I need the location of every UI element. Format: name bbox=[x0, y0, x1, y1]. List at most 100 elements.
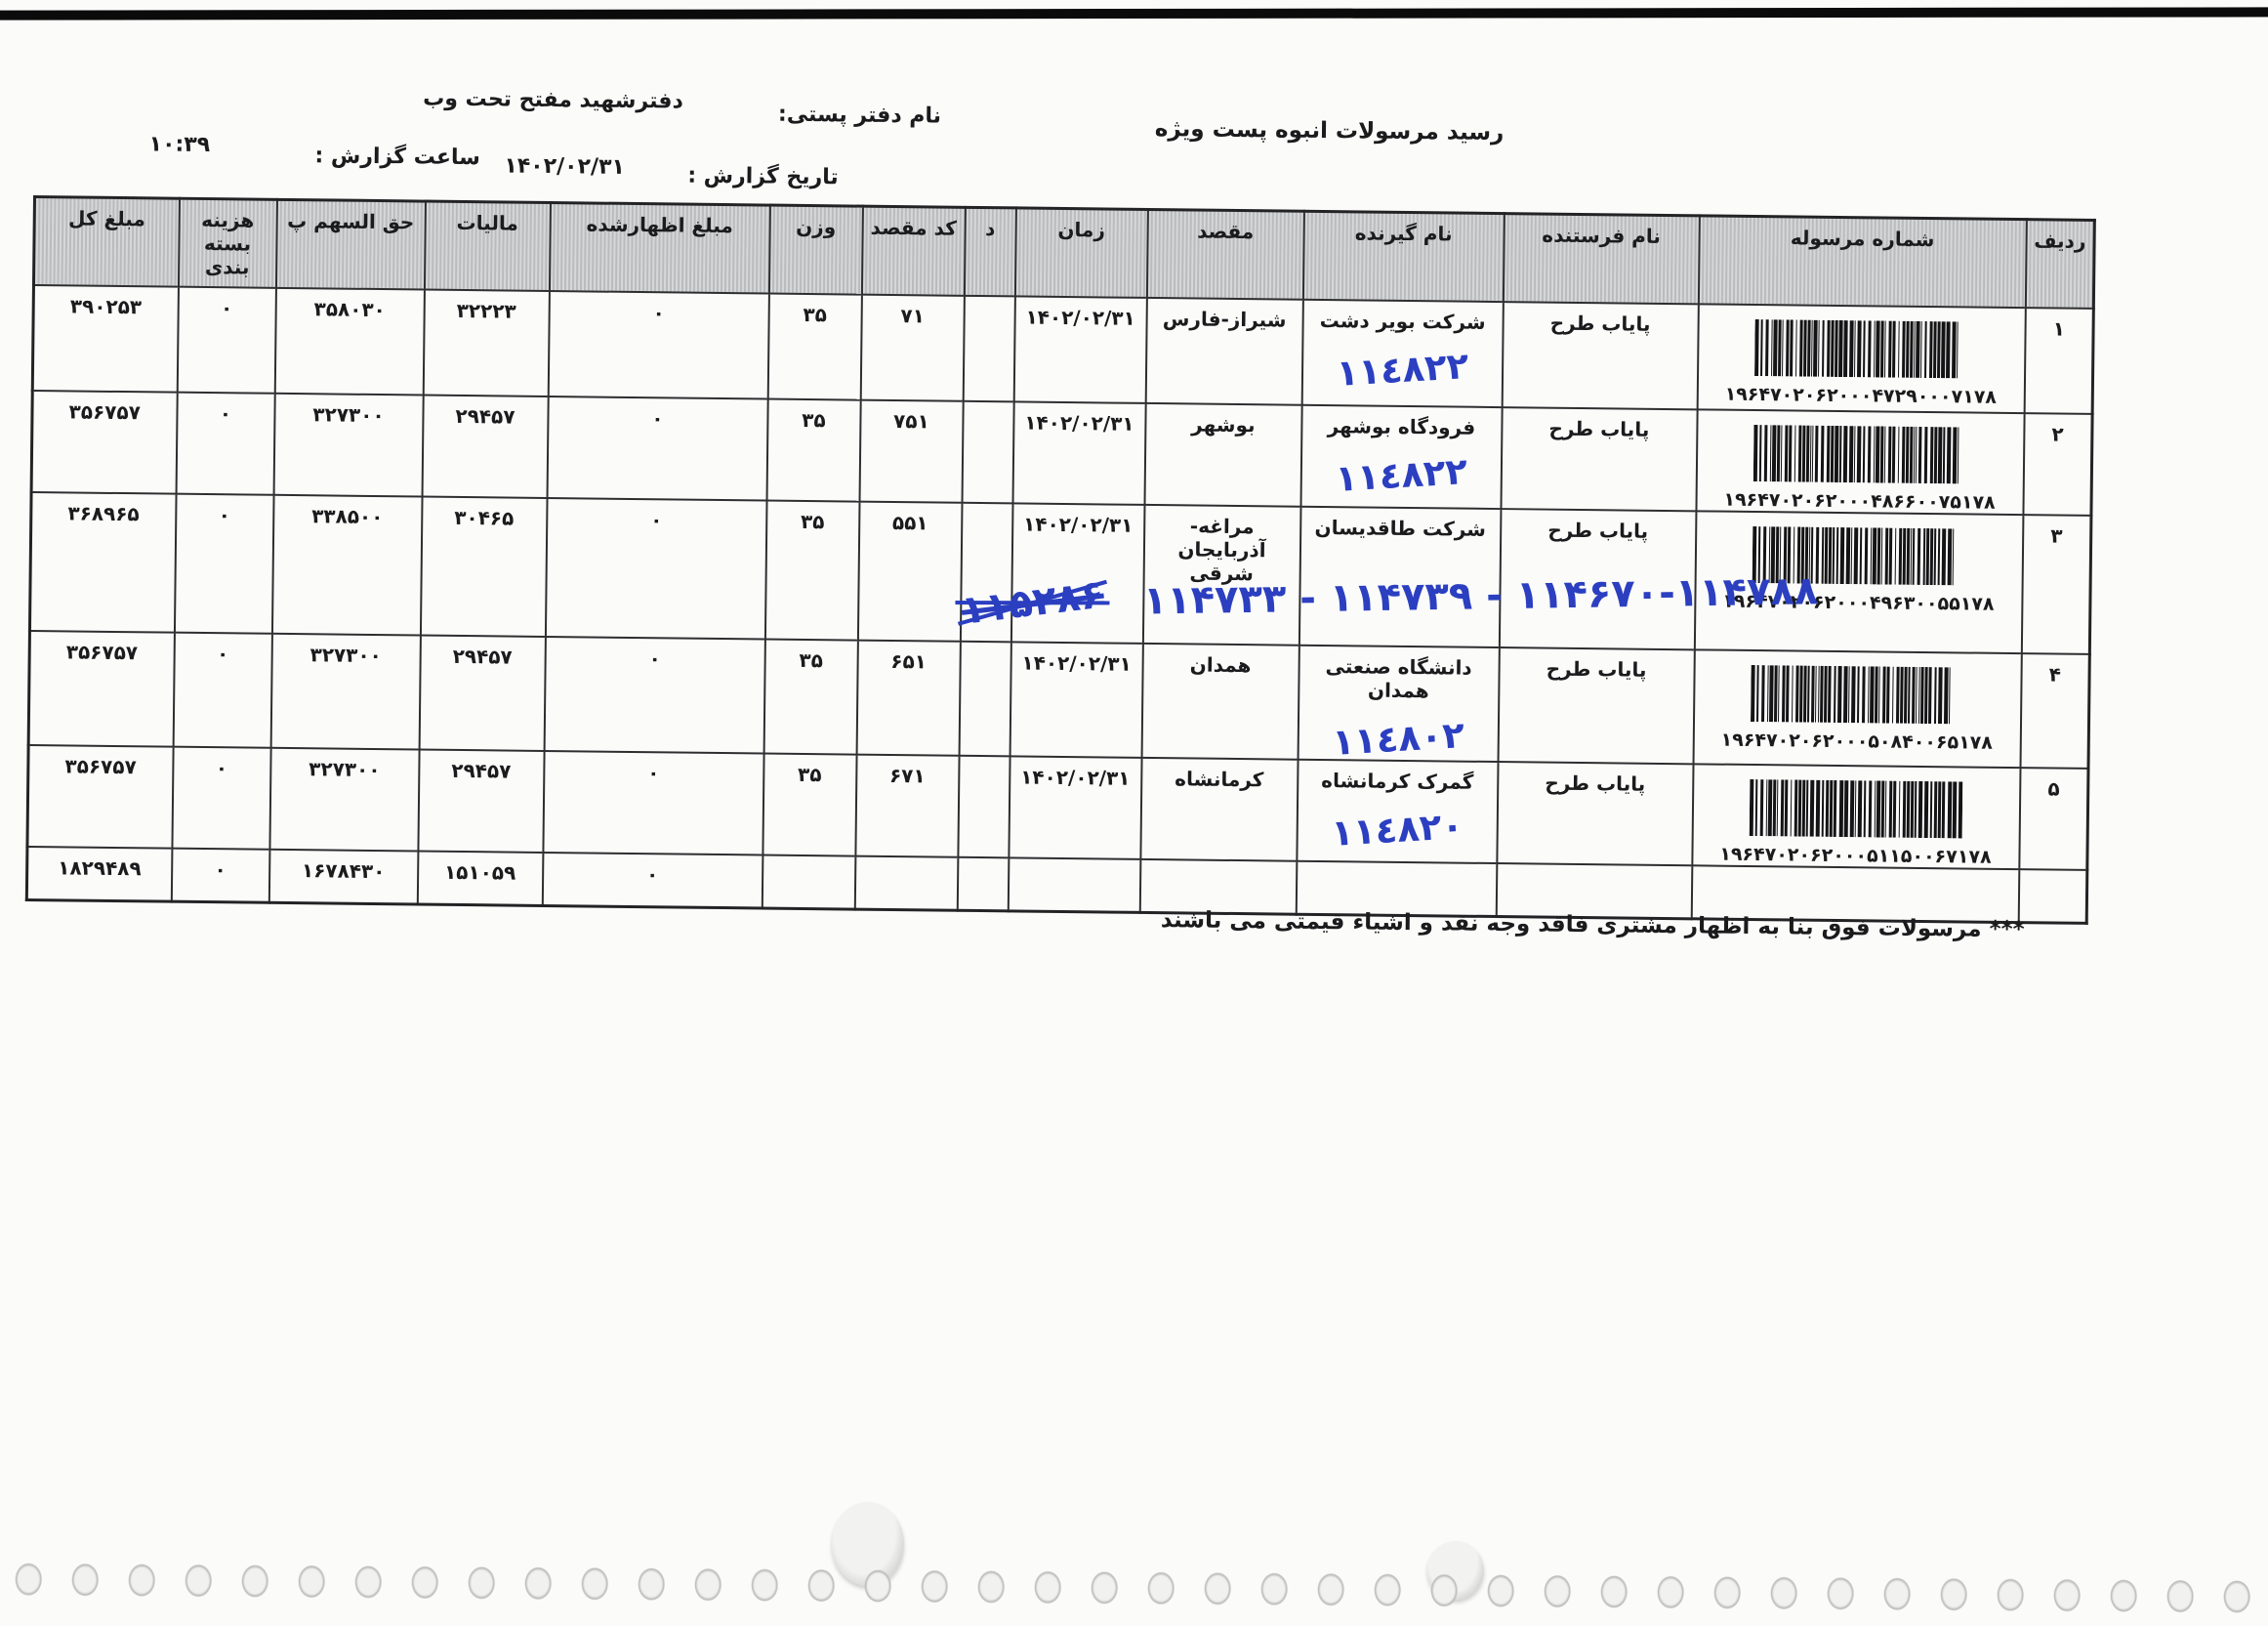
receiver-name: فرودگاه بوشهر bbox=[1327, 414, 1476, 439]
cell-receiver: شرکت بویر دشت ۱۱٤۸۲۲ bbox=[1301, 299, 1504, 408]
cell-row-no bbox=[2018, 869, 2087, 923]
cell-packing: ۰ bbox=[177, 286, 276, 394]
cell-tax: ۲۹۴۵۷ bbox=[417, 749, 545, 853]
cell-declared: ۰ bbox=[542, 750, 764, 855]
receiver-name: شرکت بویر دشت bbox=[1319, 308, 1486, 334]
col-header-dest-code: کد مقصد bbox=[861, 206, 966, 296]
cell-total: ۳۵۶۷۵۷ bbox=[31, 391, 178, 494]
col-header-destination: مقصد bbox=[1146, 209, 1304, 300]
cell-d bbox=[957, 856, 1009, 911]
cell-receiver: فرودگاه بوشهر ۱۱٤۸۲۲ bbox=[1299, 404, 1503, 510]
cell-time: ۱۴۰۲/۰۲/۳۱ bbox=[1010, 642, 1143, 758]
handwritten-number: ۱۱٤۸۲۲ bbox=[1333, 449, 1468, 500]
report-date-label: تاریخ گزارش : bbox=[687, 163, 839, 190]
cell-destination: شیراز-فارس bbox=[1145, 297, 1303, 405]
cell-dest-code: ۶۵۱ bbox=[856, 640, 961, 756]
crossed-out-number: ۱۱۵۲۸۶ bbox=[959, 571, 1107, 634]
cell-weight: ۳۵ bbox=[767, 293, 862, 400]
cell-destination: بوشهر bbox=[1143, 402, 1302, 507]
receiver-name: گمرک کرمانشاه bbox=[1321, 769, 1474, 794]
cell-declared: ۰ bbox=[548, 290, 769, 399]
receipt-table-wrap: ردیف شماره مرسوله نام فرستنده نام گیرنده… bbox=[24, 194, 2096, 925]
cell-dest-code: ۵۵۱ bbox=[857, 501, 963, 642]
cell-row-no: ۱ bbox=[2024, 308, 2094, 414]
col-header-share: حق السهم پ bbox=[275, 199, 426, 290]
cell-weight bbox=[762, 855, 855, 909]
cell-weight: ۳۵ bbox=[762, 753, 857, 856]
cell-share: ۳۲۷۳۰۰ bbox=[273, 393, 424, 497]
cell-time: ۱۴۰۲/۰۲/۳۱ bbox=[1008, 756, 1142, 859]
cell-d bbox=[963, 295, 1015, 402]
cell-d bbox=[962, 400, 1014, 504]
report-date-value: ۱۴۰۲/۰۲/۳۱ bbox=[504, 153, 626, 180]
receipt-table: ردیف شماره مرسوله نام فرستنده نام گیرنده… bbox=[24, 194, 2096, 925]
receiver-name: دانشگاه صنعتی همدان bbox=[1325, 654, 1472, 703]
col-header-d: د bbox=[964, 207, 1016, 297]
cell-share: ۳۲۷۳۰۰ bbox=[270, 633, 421, 750]
page-title: رسید مرسولات انبوه پست ویژه bbox=[1154, 116, 1505, 146]
tracking-number: ۱۹۶۴۷۰۲۰۶۲۰۰۰۴۷۲۹۰۰۰۷۱۷۸ bbox=[1724, 383, 1998, 408]
cell-d bbox=[959, 641, 1011, 757]
cell-tax: ۳۰۴۶۵ bbox=[420, 496, 548, 637]
cell-packing: ۰ bbox=[176, 392, 275, 495]
office-value: دفترشهید مفتح تحت وب bbox=[423, 86, 683, 114]
col-header-tax: مالیات bbox=[424, 201, 551, 291]
cell-tax: ۳۲۲۲۳ bbox=[423, 289, 550, 396]
cell-tax: ۲۹۴۵۷ bbox=[419, 635, 546, 751]
cell-time: ۱۴۰۲/۰۲/۳۱ bbox=[1013, 296, 1147, 403]
office-label: نام دفتر پستی: bbox=[777, 102, 942, 129]
cell-destination: کرمانشاه bbox=[1139, 757, 1299, 861]
handwritten-number: ۱۱٤۸۲۲ bbox=[1335, 344, 1469, 395]
cell-tracking: ۱۹۶۴۷۰۲۰۶۲۰۰۰۵۱۱۵۰۰۶۷۱۷۸ bbox=[1691, 764, 2020, 870]
col-header-total: مبلغ کل bbox=[33, 196, 180, 287]
cell-declared: ۰ bbox=[547, 396, 768, 501]
cell-packing: ۰ bbox=[171, 746, 271, 850]
cell-packing: ۰ bbox=[174, 493, 274, 634]
cell-weight: ۳۵ bbox=[763, 639, 858, 755]
handwritten-number: ۱۱٤۸۲۰ bbox=[1329, 804, 1464, 855]
cell-dest-code: ۷۵۱ bbox=[859, 399, 964, 503]
barcode-image bbox=[1749, 778, 1963, 839]
cell-receiver bbox=[1296, 860, 1497, 917]
barcode-image bbox=[1753, 425, 1967, 484]
col-header-tracking: شماره مرسوله bbox=[1698, 215, 2027, 309]
col-header-sender: نام فرستنده bbox=[1503, 213, 1700, 305]
cell-dest-code: ۷۱ bbox=[860, 294, 965, 401]
report-time-label: ساعت گزارش : bbox=[314, 144, 480, 171]
cell-dest-code bbox=[854, 855, 958, 910]
cell-total: ۳۵۶۷۵۷ bbox=[28, 630, 175, 747]
total-declared: ۰ bbox=[542, 852, 763, 908]
cell-tax: ۲۹۴۵۷ bbox=[422, 395, 549, 498]
cell-total: ۳۵۶۷۵۷ bbox=[26, 744, 174, 849]
tracking-number: ۱۹۶۴۷۰۲۰۶۲۰۰۰۵۰۸۴۰۰۶۵۱۷۸ bbox=[1720, 729, 1994, 754]
cell-total: ۳۹۰۲۵۳ bbox=[32, 285, 179, 393]
cell-sender: پایاب طرح bbox=[1498, 647, 1695, 765]
cell-sender: پایاب طرح bbox=[1500, 407, 1698, 512]
cell-weight: ۳۵ bbox=[764, 500, 860, 641]
cell-row-no: ۴ bbox=[2019, 653, 2090, 769]
cell-destination bbox=[1139, 858, 1297, 914]
cell-total: ۳۶۸۹۶۵ bbox=[29, 491, 177, 633]
cell-receiver: گمرک کرمانشاه ۱۱٤۸۲۰ bbox=[1296, 759, 1499, 864]
col-header-row-no: ردیف bbox=[2025, 219, 2095, 309]
cell-share: ۳۲۷۳۰۰ bbox=[268, 747, 420, 852]
cell-tracking: ۱۹۶۴۷۰۲۰۶۲۰۰۰۴۷۲۹۰۰۰۷۱۷۸ bbox=[1697, 304, 2026, 414]
cell-declared: ۰ bbox=[545, 497, 767, 640]
barcode-image bbox=[1754, 319, 1968, 379]
tracking-number: ۱۹۶۴۷۰۲۰۶۲۰۰۰۵۱۱۵۰۰۶۷۱۷۸ bbox=[1719, 843, 1992, 868]
cell-destination: همدان bbox=[1141, 643, 1299, 760]
total-amount: ۱۸۲۹۴۸۹ bbox=[26, 846, 172, 901]
cell-time bbox=[1008, 857, 1140, 912]
cell-share: ۳۵۸۰۳۰ bbox=[274, 287, 425, 396]
cell-destination: مراغه-آذربایجان شرقی bbox=[1142, 504, 1300, 646]
report-time-value: ۱۰:۳۹ bbox=[148, 132, 211, 158]
barcode-image bbox=[1751, 664, 1964, 725]
cell-row-no: ۲ bbox=[2022, 413, 2093, 516]
cell-tracking: ۱۹۶۴۷۰۲۰۶۲۰۰۰۴۸۶۶۰۰۷۵۱۷۸ bbox=[1695, 409, 2025, 516]
total-packing: ۰ bbox=[171, 848, 269, 902]
cell-row-no: ۳ bbox=[2021, 515, 2091, 654]
cell-sender bbox=[1496, 863, 1692, 919]
cell-sender: پایاب طرح bbox=[1502, 302, 1699, 410]
cell-tracking: ۱۹۶۴۷۰۲۰۶۲۰۰۰۵۰۸۴۰۰۶۵۱۷۸ bbox=[1693, 649, 2022, 769]
